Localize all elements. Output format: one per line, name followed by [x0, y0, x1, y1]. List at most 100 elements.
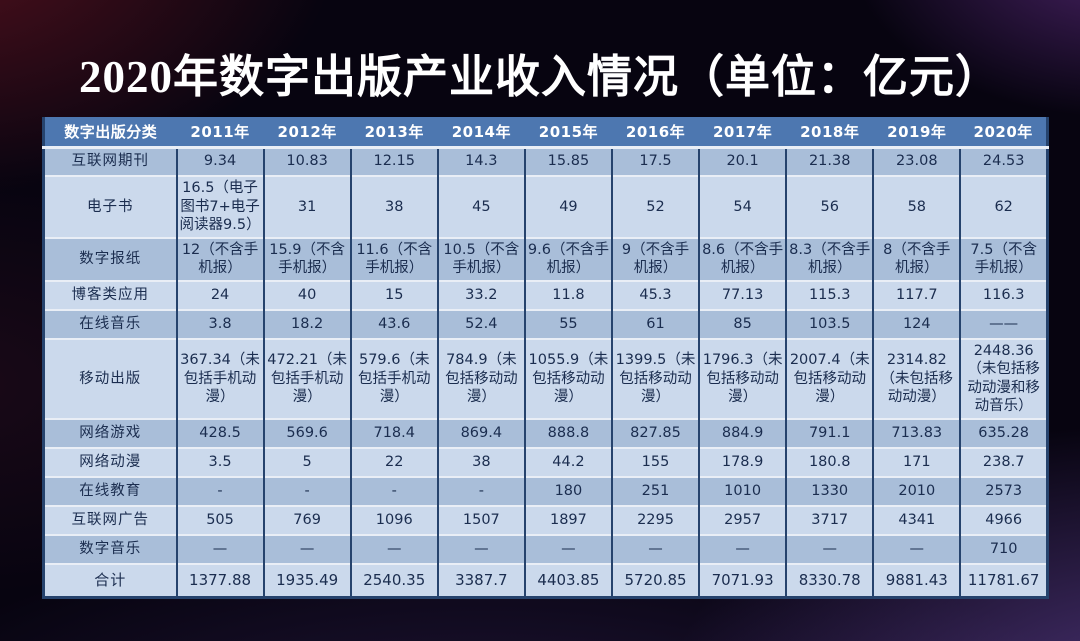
header-cell-category: 数字出版分类 [43, 117, 177, 149]
value-cell: 38 [349, 175, 438, 238]
value-cell: 2295 [610, 504, 700, 535]
value-cell: 1897 [523, 504, 612, 535]
value-cell: 14.3 [436, 146, 525, 176]
value-cell: 31 [262, 175, 351, 238]
table-row: 电子书 16.5（电子图书7+电子阅读器9.5） 31 38 45 49 52 54 56 58 6… [43, 175, 1048, 238]
category-cell: 数字音乐 [43, 533, 177, 564]
value-cell: 8.3（不含手机报） [785, 236, 874, 281]
value-cell: — [523, 533, 612, 564]
value-cell: 20.1 [698, 146, 787, 176]
value-cell: 22 [349, 446, 438, 477]
value-cell: 1096 [349, 504, 438, 535]
table-header-row: 数字出版分类 2011年 2012年 2013年 2014年 2015年 2016年 2017… [43, 117, 1048, 149]
value-cell: 9（不含手机报） [610, 236, 700, 281]
header-cell-year: 2011年 [176, 117, 264, 149]
value-cell: 8.6（不含手机报） [698, 236, 787, 281]
value-cell: 2573 [959, 475, 1048, 506]
value-cell: 505 [175, 504, 264, 535]
value-cell: 15 [349, 279, 438, 310]
value-cell: 1055.9（未包括移动动漫） [523, 337, 612, 419]
value-cell: 3.5 [175, 446, 264, 477]
value-cell: 2010 [872, 475, 961, 506]
value-cell: — [785, 533, 874, 564]
header-cell-year: 2016年 [611, 117, 700, 149]
value-cell: 115.3 [785, 279, 874, 310]
value-cell: 24 [175, 279, 264, 310]
value-cell: - [175, 475, 264, 506]
value-cell: 2540.35 [349, 562, 438, 598]
value-cell: 52 [610, 175, 700, 238]
value-cell: 1330 [785, 475, 874, 506]
value-cell: 155 [610, 446, 700, 477]
header-cell-year: 2012年 [263, 117, 351, 149]
value-cell: 85 [698, 308, 787, 339]
value-cell: 124 [872, 308, 961, 339]
value-cell: 62 [959, 175, 1048, 238]
value-cell: 12（不含手机报） [175, 236, 264, 281]
category-cell: 网络游戏 [43, 417, 177, 448]
value-cell: 9881.43 [872, 562, 961, 598]
value-cell: 11781.67 [959, 562, 1048, 598]
table-body: 互联网期刊 9.34 10.83 12.15 14.3 15.85 17.5 20.1 21.3… [43, 146, 1048, 598]
value-cell: 55 [523, 308, 612, 339]
value-cell: 2314.82（未包括移动动漫） [872, 337, 961, 419]
table-row: 在线音乐 3.8 18.2 43.6 52.4 55 61 85 103.5 124 —— [43, 308, 1048, 339]
value-cell: 4403.85 [523, 562, 612, 598]
value-cell: 58 [872, 175, 961, 238]
table-row: 数字报纸 12（不含手机报） 15.9（不含手机报） 11.6（不含手机报） 10.5（… [43, 236, 1048, 281]
value-cell: 238.7 [959, 446, 1048, 477]
value-cell: 43.6 [349, 308, 438, 339]
value-cell: 180.8 [785, 446, 874, 477]
value-cell: — [436, 533, 525, 564]
value-cell: 38 [436, 446, 525, 477]
value-cell: 61 [610, 308, 700, 339]
value-cell: — [872, 533, 961, 564]
header-cell-year: 2018年 [786, 117, 874, 149]
value-cell: 367.34（未包括手机动漫） [175, 337, 264, 419]
value-cell: 15.9（不含手机报） [262, 236, 351, 281]
category-cell: 移动出版 [43, 337, 177, 419]
category-cell: 数字报纸 [43, 236, 177, 281]
value-cell: 718.4 [349, 417, 438, 448]
category-cell: 互联网期刊 [43, 146, 177, 176]
revenue-table: 数字出版分类 2011年 2012年 2013年 2014年 2015年 2016年 2017… [42, 117, 1049, 600]
header-cell-year: 2017年 [699, 117, 787, 149]
value-cell: 45.3 [610, 279, 700, 310]
value-cell: 791.1 [785, 417, 874, 448]
value-cell: 3717 [785, 504, 874, 535]
value-cell: 428.5 [175, 417, 264, 448]
value-cell: 2448.36（未包括移动动漫和移动音乐） [959, 337, 1048, 419]
value-cell: 54 [698, 175, 787, 238]
category-cell: 网络动漫 [43, 446, 177, 477]
category-cell: 在线教育 [43, 475, 177, 506]
value-cell: 116.3 [959, 279, 1048, 310]
table-row: 互联网期刊 9.34 10.83 12.15 14.3 15.85 17.5 20.1 21.3… [43, 146, 1048, 176]
table-row: 网络游戏 428.5 569.6 718.4 869.4 888.8 827.85 884.9… [43, 417, 1048, 448]
value-cell: 2957 [698, 504, 787, 535]
value-cell: 3.8 [175, 308, 264, 339]
value-cell: 45 [436, 175, 525, 238]
table-row: 网络动漫 3.5 5 22 38 44.2 155 178.9 180.8 171 238.7 [43, 446, 1048, 477]
value-cell: 21.38 [785, 146, 874, 176]
value-cell: 769 [262, 504, 351, 535]
value-cell: 171 [872, 446, 961, 477]
value-cell: — [349, 533, 438, 564]
value-cell: 49 [523, 175, 612, 238]
value-cell: 56 [785, 175, 874, 238]
category-cell: 博客类应用 [43, 279, 177, 310]
value-cell: —— [959, 308, 1048, 339]
value-cell: 2007.4（未包括移动动漫） [785, 337, 874, 419]
value-cell: 1010 [698, 475, 787, 506]
table-row: 数字音乐 — — — — — — — — —710 [43, 533, 1048, 564]
value-cell: 10.83 [262, 146, 351, 176]
category-cell: 电子书 [43, 175, 177, 238]
header-cell-year: 2019年 [873, 117, 961, 149]
value-cell: 8（不含手机报） [872, 236, 961, 281]
table-row: 合计 1377.88 1935.49 2540.35 3387.7 4403.85 5720… [43, 562, 1048, 598]
value-cell: 12.15 [349, 146, 438, 176]
value-cell: 23.08 [872, 146, 961, 176]
value-cell: 15.85 [523, 146, 612, 176]
value-cell: 888.8 [523, 417, 612, 448]
value-cell: 77.13 [698, 279, 787, 310]
